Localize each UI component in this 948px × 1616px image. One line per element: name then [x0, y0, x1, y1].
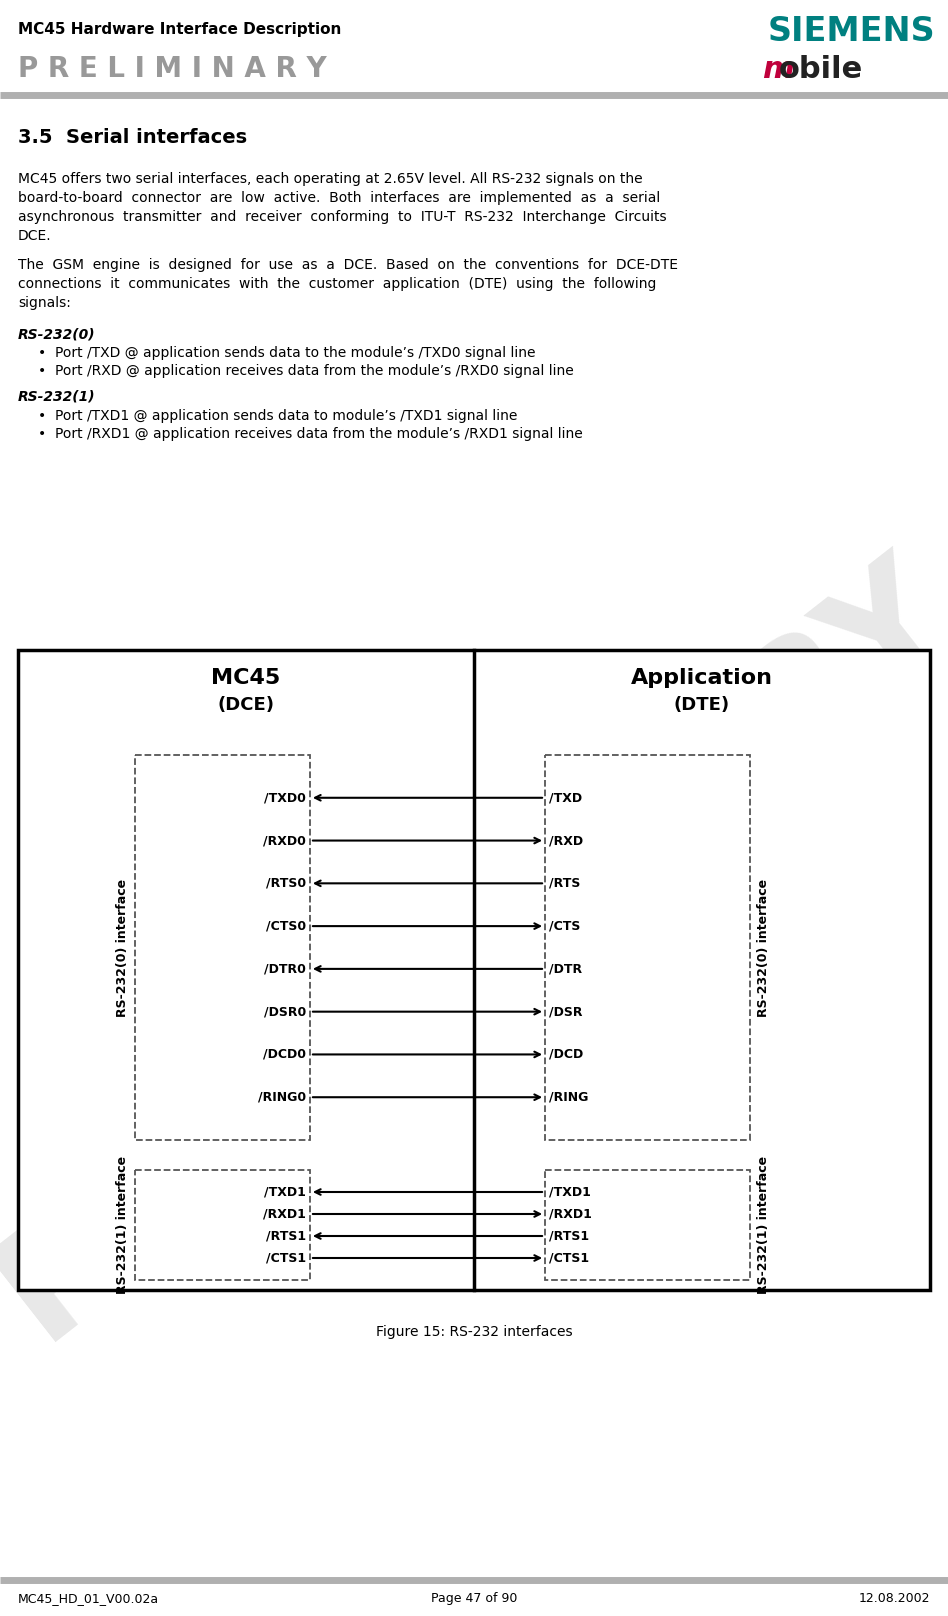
Text: •  Port /RXD1 @ application receives data from the module’s /RXD1 signal line: • Port /RXD1 @ application receives data… — [38, 427, 583, 441]
Text: /DTR: /DTR — [549, 963, 582, 976]
Text: MC45: MC45 — [211, 667, 281, 688]
Text: /DCD: /DCD — [549, 1047, 583, 1062]
Text: /DSR: /DSR — [549, 1005, 582, 1018]
Text: /RING0: /RING0 — [258, 1091, 306, 1104]
Text: MC45 Hardware Interface Description: MC45 Hardware Interface Description — [18, 23, 341, 37]
Text: RS-232(1): RS-232(1) — [18, 389, 96, 404]
Text: /RTS: /RTS — [549, 877, 580, 890]
Text: /DTR0: /DTR0 — [264, 963, 306, 976]
Text: RS-232(0) interface: RS-232(0) interface — [117, 879, 130, 1016]
Text: /CTS0: /CTS0 — [265, 920, 306, 932]
Text: Figure 15: RS-232 interfaces: Figure 15: RS-232 interfaces — [375, 1325, 573, 1340]
Text: /TXD: /TXD — [549, 792, 582, 805]
Text: m: m — [762, 55, 793, 84]
Text: /RING: /RING — [549, 1091, 589, 1104]
Text: Page 47 of 90: Page 47 of 90 — [430, 1592, 518, 1605]
Text: /RTS0: /RTS0 — [265, 877, 306, 890]
Text: /CTS1: /CTS1 — [549, 1251, 589, 1264]
Text: connections  it  communicates  with  the  customer  application  (DTE)  using  t: connections it communicates with the cus… — [18, 276, 656, 291]
Text: RS-232(1) interface: RS-232(1) interface — [757, 1155, 771, 1294]
Text: /RXD0: /RXD0 — [264, 834, 306, 847]
Text: RS-232(0): RS-232(0) — [18, 326, 96, 341]
Text: The  GSM  engine  is  designed  for  use  as  a  DCE.  Based  on  the  conventio: The GSM engine is designed for use as a … — [18, 259, 678, 271]
Text: (DCE): (DCE) — [217, 696, 275, 714]
Text: SIEMENS: SIEMENS — [767, 15, 935, 48]
Text: RS-232(0) interface: RS-232(0) interface — [757, 879, 771, 1016]
Text: PRELIMINARY: PRELIMINARY — [0, 533, 948, 1367]
Text: •  Port /TXD @ application sends data to the module’s /TXD0 signal line: • Port /TXD @ application sends data to … — [38, 346, 536, 360]
Text: /RXD: /RXD — [549, 834, 583, 847]
Bar — [545, 1170, 750, 1280]
Text: board-to-board  connector  are  low  active.  Both  interfaces  are  implemented: board-to-board connector are low active.… — [18, 191, 660, 205]
Text: 12.08.2002: 12.08.2002 — [859, 1592, 930, 1605]
Text: MC45_HD_01_V00.02a: MC45_HD_01_V00.02a — [18, 1592, 159, 1605]
Text: /CTS1: /CTS1 — [265, 1251, 306, 1264]
Text: /TXD0: /TXD0 — [264, 792, 306, 805]
Text: /RTS1: /RTS1 — [265, 1230, 306, 1243]
Text: /RXD1: /RXD1 — [549, 1207, 592, 1220]
Bar — [18, 650, 930, 1290]
Text: DCE.: DCE. — [18, 229, 51, 242]
Text: Application: Application — [631, 667, 773, 688]
Text: P R E L I M I N A R Y: P R E L I M I N A R Y — [18, 55, 327, 82]
Bar — [545, 755, 750, 1139]
Bar — [135, 755, 310, 1139]
Text: /TXD1: /TXD1 — [264, 1186, 306, 1199]
Text: /TXD1: /TXD1 — [549, 1186, 591, 1199]
Text: /DCD0: /DCD0 — [263, 1047, 306, 1062]
Text: •  Port /RXD @ application receives data from the module’s /RXD0 signal line: • Port /RXD @ application receives data … — [38, 364, 574, 378]
Bar — [135, 1170, 310, 1280]
Text: /DSR0: /DSR0 — [264, 1005, 306, 1018]
Text: signals:: signals: — [18, 296, 71, 310]
Text: (DTE): (DTE) — [674, 696, 730, 714]
Text: 3.5  Serial interfaces: 3.5 Serial interfaces — [18, 128, 247, 147]
Text: •  Port /TXD1 @ application sends data to module’s /TXD1 signal line: • Port /TXD1 @ application sends data to… — [38, 409, 518, 423]
Text: /RXD1: /RXD1 — [264, 1207, 306, 1220]
Text: MC45 offers two serial interfaces, each operating at 2.65V level. All RS-232 sig: MC45 offers two serial interfaces, each … — [18, 171, 643, 186]
Text: /RTS1: /RTS1 — [549, 1230, 589, 1243]
Text: asynchronous  transmitter  and  receiver  conforming  to  ITU-T  RS-232  Interch: asynchronous transmitter and receiver co… — [18, 210, 666, 225]
Text: obile: obile — [779, 55, 864, 84]
Text: RS-232(1) interface: RS-232(1) interface — [117, 1155, 130, 1294]
Text: /CTS: /CTS — [549, 920, 580, 932]
